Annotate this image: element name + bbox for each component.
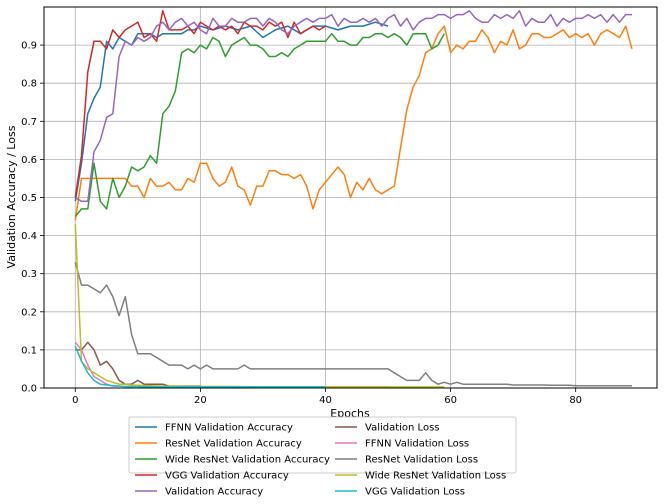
legend-label: ResNet Validation Loss xyxy=(365,455,478,466)
y-tick-label: 0.7 xyxy=(21,117,37,128)
legend-label: VGG Validation Accuracy xyxy=(165,471,289,482)
y-tick-label: 0.2 xyxy=(21,307,37,318)
series-line-1 xyxy=(74,21,389,202)
series-line-2 xyxy=(74,25,633,221)
y-axis-label: Validation Accuracy / Loss xyxy=(5,125,18,268)
legend-label: Validation Accuracy xyxy=(165,487,263,498)
series-line-10 xyxy=(74,345,326,388)
y-tick-label: 0.4 xyxy=(21,231,37,242)
series-line-4 xyxy=(74,10,326,198)
legend-label: FFNN Validation Accuracy xyxy=(165,423,293,434)
series-line-8 xyxy=(74,262,632,387)
legend-label: Wide ResNet Validation Accuracy xyxy=(165,455,330,466)
y-tick-label: 0.1 xyxy=(21,345,37,356)
legend-label: ResNet Validation Accuracy xyxy=(165,439,302,450)
legend-label: FFNN Validation Loss xyxy=(365,439,469,450)
axis-ticks: 0 20 40 60 80 0.0 0.1 0.2 0.3 0.4 0.5 0.6 0.7 0.8 0.9 xyxy=(21,41,582,406)
y-tick-label: 0.8 xyxy=(21,79,37,90)
y-tick-label: 0.5 xyxy=(21,193,37,204)
series-line-7 xyxy=(74,341,388,388)
legend-box xyxy=(128,416,517,474)
series-line-3 xyxy=(74,32,445,217)
y-tick-label: 0.0 xyxy=(21,384,37,395)
legend-label: Validation Loss xyxy=(365,423,440,434)
series-line-5 xyxy=(74,10,632,203)
x-tick-label: 0 xyxy=(72,395,78,406)
y-tick-label: 0.6 xyxy=(21,155,37,166)
x-tick-label: 40 xyxy=(319,395,332,406)
y-tick-label: 0.9 xyxy=(21,41,37,52)
series-line-9 xyxy=(74,224,445,388)
x-tick-label: 20 xyxy=(194,395,207,406)
legend-label: Wide ResNet Validation Loss xyxy=(365,471,506,482)
x-tick-label: 80 xyxy=(569,395,582,406)
legend-label: VGG Validation Loss xyxy=(365,487,465,498)
y-tick-label: 0.3 xyxy=(21,269,37,280)
legend: FFNN Validation Accuracy ResNet Validatio… xyxy=(128,416,517,498)
series-lines xyxy=(74,10,633,388)
x-tick-label: 60 xyxy=(444,395,457,406)
